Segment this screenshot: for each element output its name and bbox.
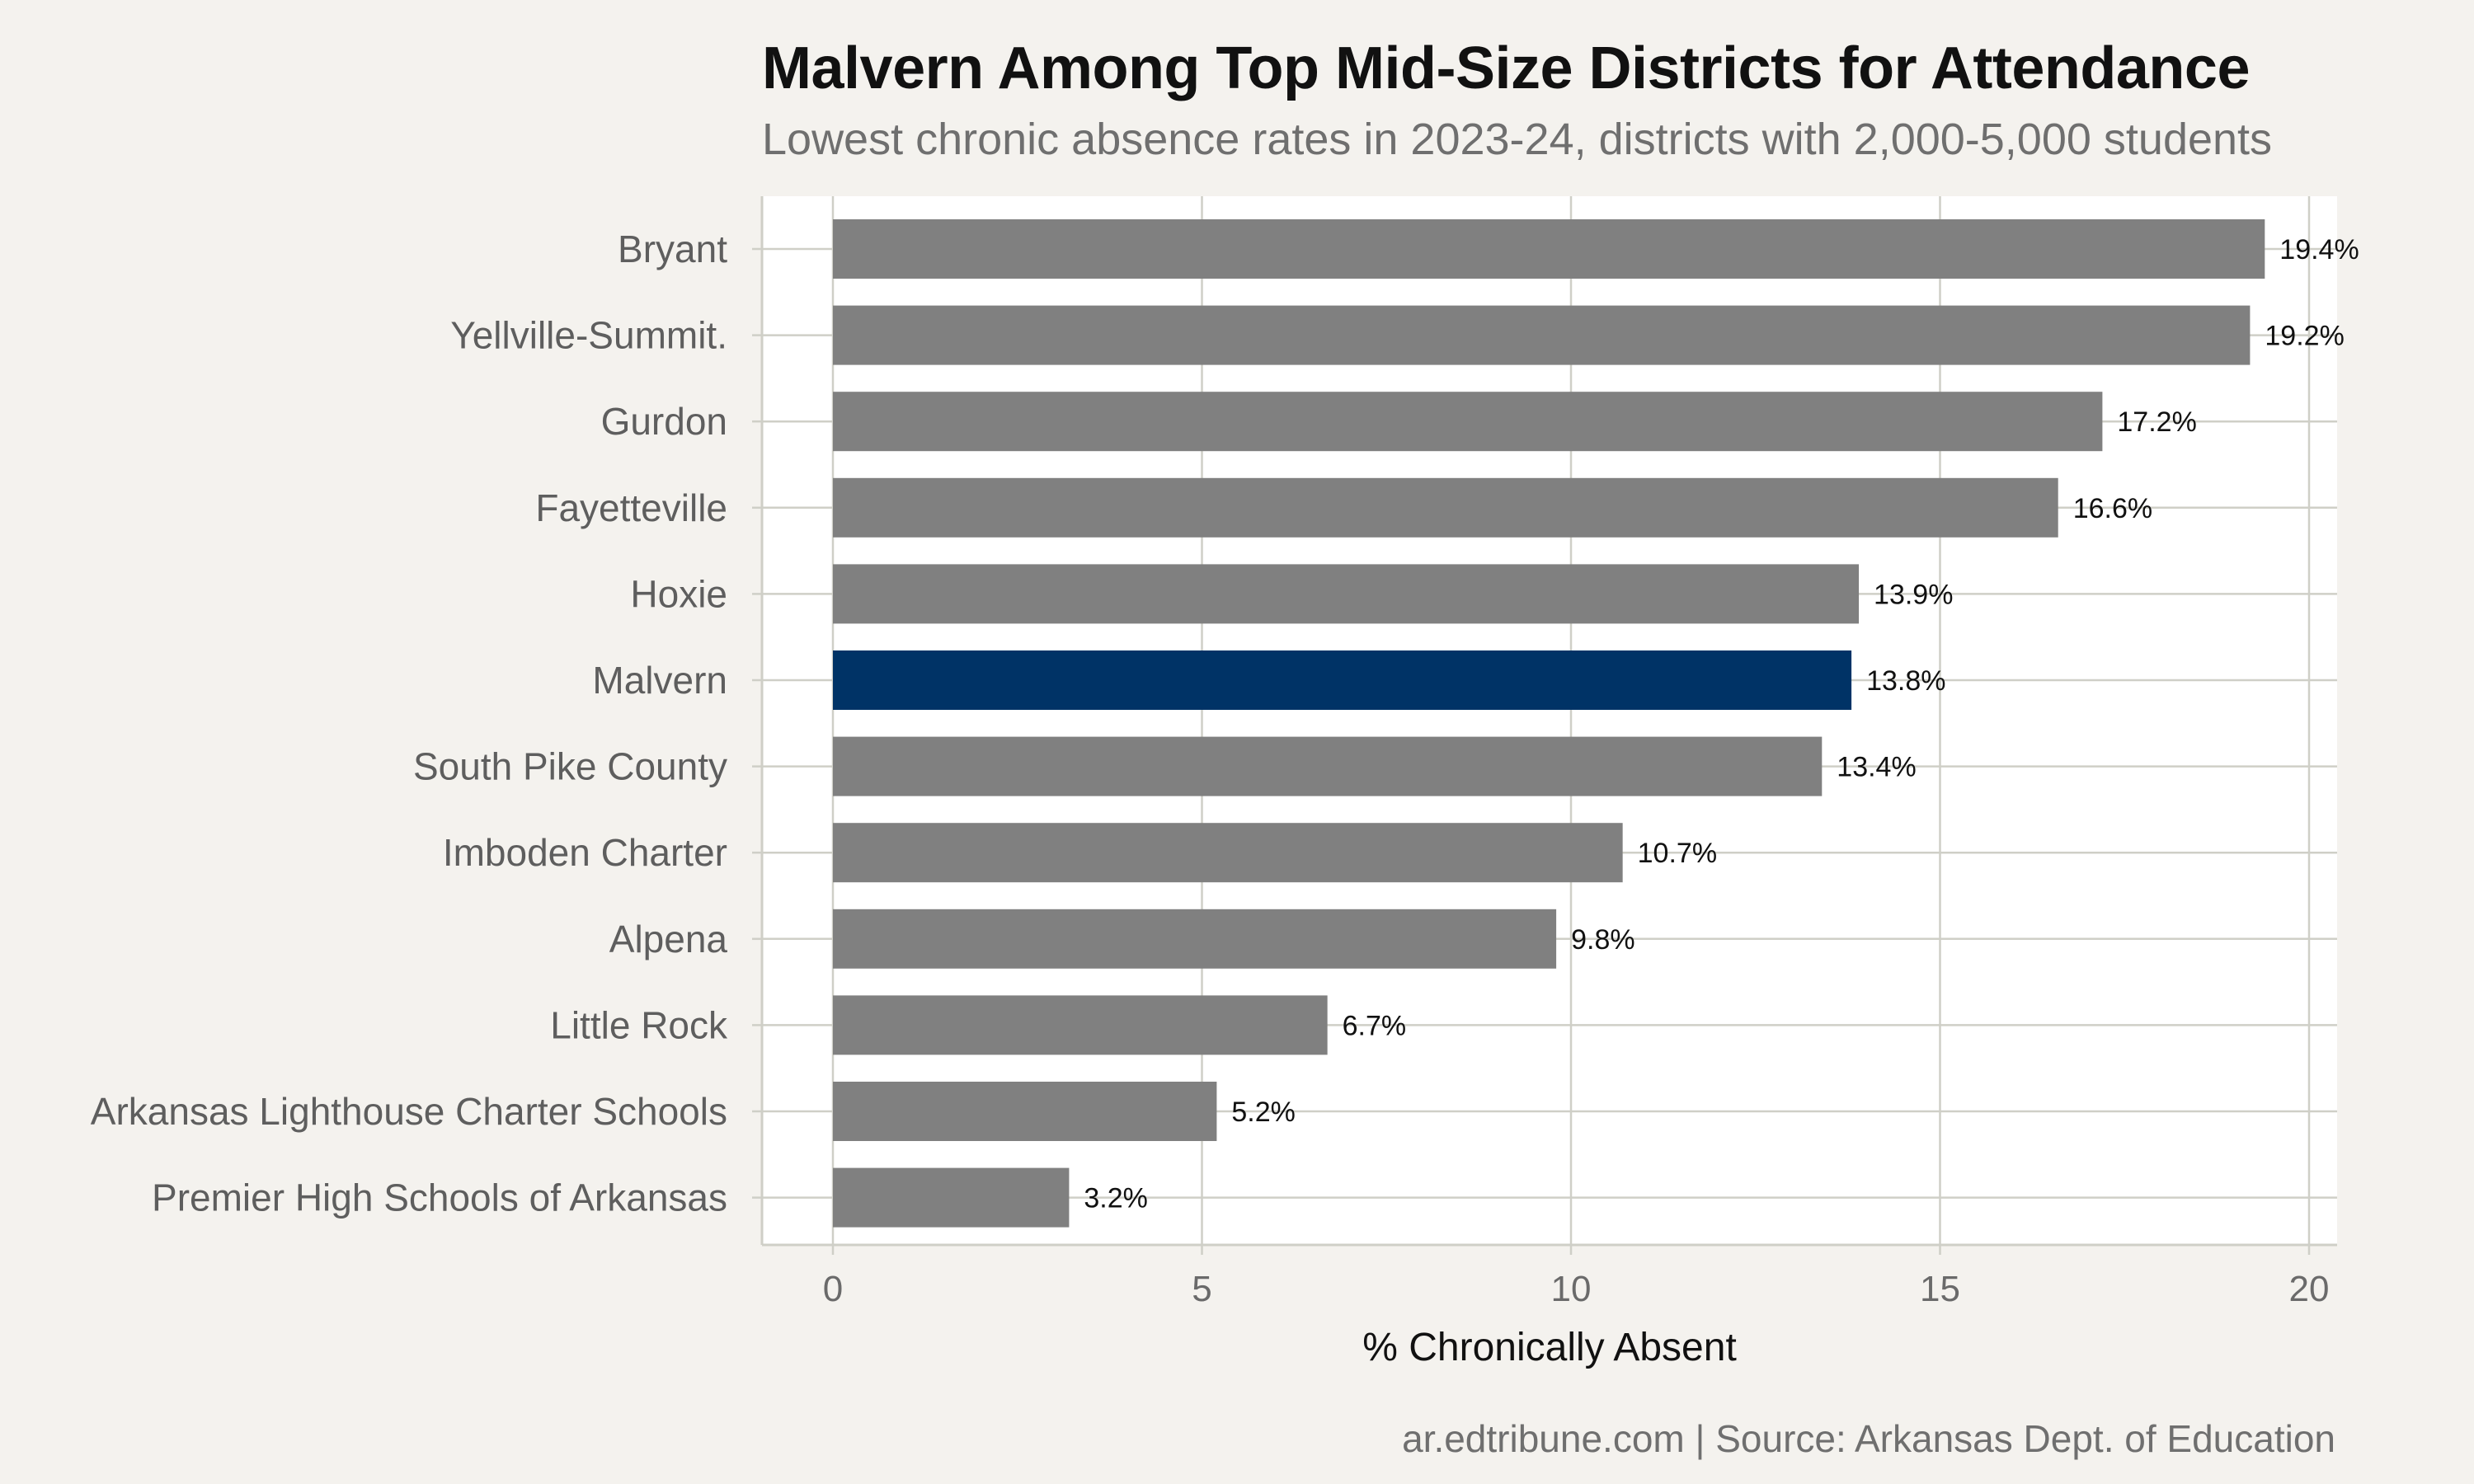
data-label: 19.4% xyxy=(2279,234,2359,265)
bar xyxy=(833,736,1823,796)
data-label: 9.8% xyxy=(1571,924,1635,956)
x-tick-label: 20 xyxy=(2289,1269,2330,1309)
category-label: Arkansas Lighthouse Charter Schools xyxy=(91,1090,727,1133)
bar xyxy=(833,823,1623,883)
category-label: Yellville-Summit. xyxy=(450,314,727,357)
category-label: Alpena xyxy=(609,918,728,960)
labels: 0 5 10 15 20 Bryant 19.4% Yellville-Summit. 19.2… xyxy=(91,228,2359,1309)
category-label: Little Rock xyxy=(550,1003,728,1046)
bars xyxy=(833,219,2265,1228)
bar xyxy=(833,1082,1217,1141)
chart-title: Malvern Among Top Mid-Size Districts for… xyxy=(762,35,2251,101)
x-tick-label: 0 xyxy=(823,1269,843,1309)
data-label: 5.2% xyxy=(1231,1097,1296,1128)
category-label: Bryant xyxy=(618,228,727,270)
x-tick-label: 5 xyxy=(1192,1269,1211,1309)
x-tick-label: 15 xyxy=(1920,1269,1960,1309)
bar xyxy=(833,1167,1070,1228)
bar xyxy=(833,392,2103,452)
data-label: 3.2% xyxy=(1084,1183,1148,1214)
bar-highlighted xyxy=(833,650,1852,710)
bar xyxy=(833,909,1557,969)
category-label: Premier High Schools of Arkansas xyxy=(152,1176,727,1219)
category-label: South Pike County xyxy=(413,745,727,788)
data-label: 6.7% xyxy=(1343,1010,1407,1041)
category-label: Fayetteville xyxy=(535,486,727,529)
chart-subtitle: Lowest chronic absence rates in 2023-24,… xyxy=(762,115,2273,164)
axis-lines xyxy=(752,196,2337,1255)
data-label: 10.7% xyxy=(1638,838,1717,869)
data-label: 19.2% xyxy=(2265,321,2344,352)
data-label: 17.2% xyxy=(2117,406,2196,438)
category-label: Malvern xyxy=(592,659,727,702)
category-label: Hoxie xyxy=(630,572,727,615)
category-label: Gurdon xyxy=(601,400,727,443)
x-tick-label: 10 xyxy=(1551,1269,1592,1309)
plot-panel xyxy=(762,196,2337,1245)
bar xyxy=(833,564,1860,624)
data-label: 13.4% xyxy=(1837,752,1916,783)
bar xyxy=(833,995,1328,1055)
bar xyxy=(833,477,2058,538)
chart-caption: ar.edtribune.com | Source: Arkansas Dept… xyxy=(1402,1417,2335,1460)
bar xyxy=(833,305,2251,365)
x-axis-title: % Chronically Absent xyxy=(1362,1326,1737,1369)
data-label: 13.9% xyxy=(1874,579,1953,610)
bar xyxy=(833,219,2265,279)
category-label: Imboden Charter xyxy=(443,831,727,874)
data-label: 13.8% xyxy=(1866,665,1945,697)
data-label: 16.6% xyxy=(2073,493,2152,524)
